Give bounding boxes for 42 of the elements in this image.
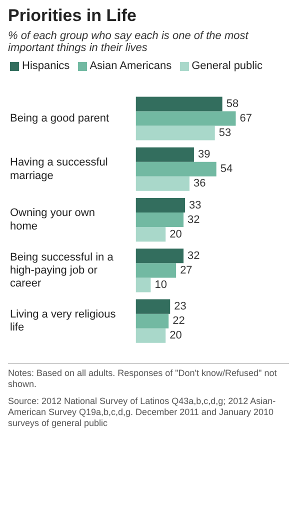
bar bbox=[136, 263, 176, 278]
source-note: Source: 2012 National Survey of Latinos Q43a,b,c,d,g; 2012 Asian-American Survey Q19a,b,c,d,g. December 2011 and January 2010 surveys of general public bbox=[8, 396, 277, 429]
bar bbox=[136, 147, 194, 162]
bar bbox=[136, 248, 184, 264]
data-label: 22 bbox=[172, 315, 185, 328]
legend-label: General public bbox=[190, 60, 263, 72]
data-label: 36 bbox=[193, 178, 206, 190]
bar bbox=[136, 126, 215, 140]
data-label: 58 bbox=[226, 98, 239, 110]
data-label: 33 bbox=[189, 199, 202, 212]
bar bbox=[136, 212, 184, 228]
text: Notes: Based on all adults. Responses of "Don't know/Refused" not shown. bbox=[8, 368, 278, 390]
data-label: 20 bbox=[170, 330, 182, 342]
legend-label: Hispanics bbox=[21, 60, 70, 72]
legend-label: Asian Americans bbox=[88, 60, 172, 72]
bar bbox=[136, 96, 222, 112]
bar bbox=[136, 314, 169, 328]
bar bbox=[136, 198, 186, 213]
data-label: 53 bbox=[218, 127, 232, 140]
bar bbox=[136, 278, 151, 292]
chart-title: Priorities in Life bbox=[8, 6, 138, 26]
data-label: 27 bbox=[180, 264, 192, 276]
data-label: 10 bbox=[154, 278, 167, 291]
data-label: 54 bbox=[220, 163, 233, 176]
bar bbox=[136, 111, 236, 126]
data-label: 39 bbox=[198, 148, 210, 161]
bar bbox=[136, 176, 190, 191]
y-tick-label: Being successful in a high-paying job or career bbox=[10, 251, 114, 290]
data-label: 20 bbox=[170, 228, 182, 240]
bar bbox=[136, 227, 166, 242]
data-label: 32 bbox=[188, 214, 200, 226]
y-tick-label: Being a good parent bbox=[10, 112, 110, 125]
data-label: 67 bbox=[240, 112, 252, 125]
bar bbox=[136, 299, 170, 314]
y-tick-label: Having a successful marriage bbox=[10, 156, 108, 182]
bar bbox=[136, 162, 216, 176]
data-label: 32 bbox=[188, 250, 200, 262]
data-label: 23 bbox=[174, 300, 186, 313]
chart-subtitle: % of each group who say each is one of the most important things in their lives bbox=[8, 30, 250, 54]
y-tick-label: Owning your own home bbox=[10, 207, 95, 232]
bar bbox=[136, 328, 166, 343]
y-tick-label: Living a very religious life bbox=[10, 308, 116, 334]
